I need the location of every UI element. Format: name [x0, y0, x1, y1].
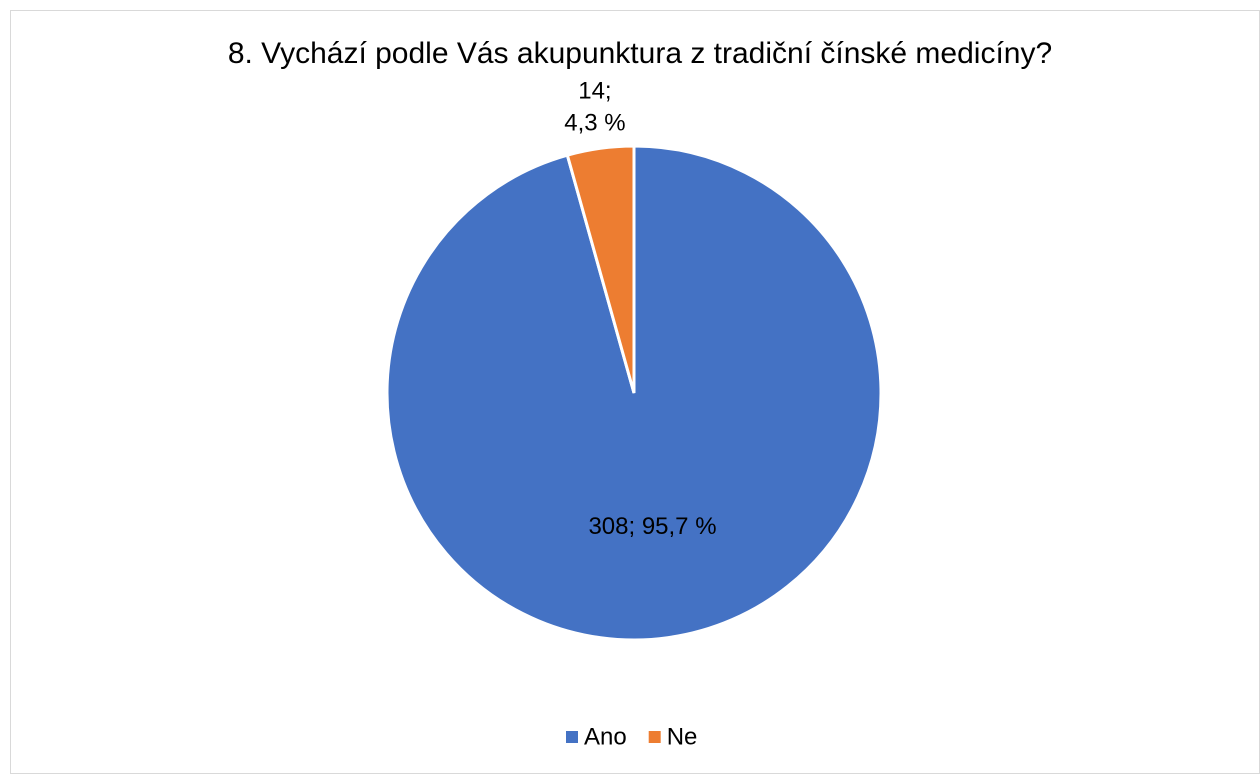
legend-swatch [648, 731, 661, 743]
data-label: 14; 4,3 % [564, 78, 625, 137]
chart-title: 8. Vychází podle Vás akupunktura z tradi… [228, 37, 1052, 70]
legend-swatch [566, 731, 578, 743]
legend-label: Ne [667, 723, 698, 750]
pie-slice [565, 144, 636, 394]
legend-label: Ano [584, 723, 627, 750]
data-label: 308; 95,7 % [588, 513, 716, 540]
